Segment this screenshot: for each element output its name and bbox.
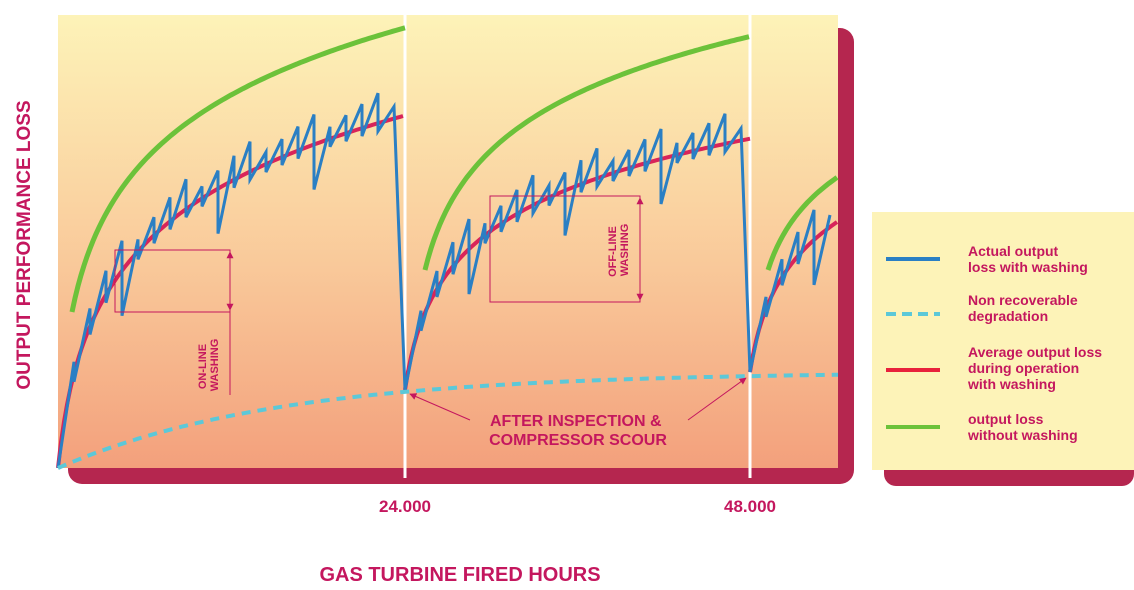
degradation-curve	[57, 372, 838, 470]
legend-line: Non recoverable	[968, 292, 1078, 308]
plot-area	[58, 15, 838, 468]
y-axis-label: OUTPUT PERFORMANCE LOSS	[14, 100, 35, 389]
label-line: ON-LINE	[197, 344, 209, 389]
offline-label: OFF-LINE WASHING	[607, 223, 631, 277]
legend-label: output loss without washing	[967, 411, 1078, 443]
label-line: OFF-LINE	[607, 226, 619, 277]
inspection-label: AFTER INSPECTION & COMPRESSOR SCOUR	[489, 413, 667, 449]
legend-line: with washing	[967, 376, 1056, 392]
unwashed-curve	[765, 175, 839, 271]
legend-label: Actual output loss with washing	[968, 243, 1088, 275]
label-line: AFTER INSPECTION &	[490, 413, 662, 430]
online-label: ON-LINE WASHING	[197, 339, 221, 392]
x-axis-label: GAS TURBINE FIRED HOURS	[319, 564, 600, 586]
x-tick-label: 24.000	[379, 497, 431, 516]
legend-line: loss with washing	[968, 259, 1088, 275]
legend-line: Actual output	[968, 243, 1059, 259]
legend-line: degradation	[968, 308, 1048, 324]
label-line: COMPRESSOR SCOUR	[489, 432, 667, 449]
unwashed-curve	[422, 34, 750, 271]
label-line: WASHING	[209, 339, 221, 392]
actual-curve	[56, 92, 832, 469]
legend-line: output loss	[968, 411, 1044, 427]
legend-line: Average output loss	[968, 344, 1102, 360]
label-line: WASHING	[619, 224, 631, 277]
legend-line: without washing	[967, 427, 1078, 443]
unwashed-curve	[69, 25, 406, 313]
legend-label: Non recoverable degradation	[968, 292, 1078, 324]
inspection-arrow	[409, 393, 471, 421]
x-tick-label: 48.000	[724, 497, 776, 516]
inspection-arrow	[687, 377, 747, 421]
legend-label: Average output loss during operation with …	[967, 344, 1102, 392]
legend: Actual output loss with washing Non recove…	[967, 243, 1102, 443]
legend-line: during operation	[968, 360, 1079, 376]
